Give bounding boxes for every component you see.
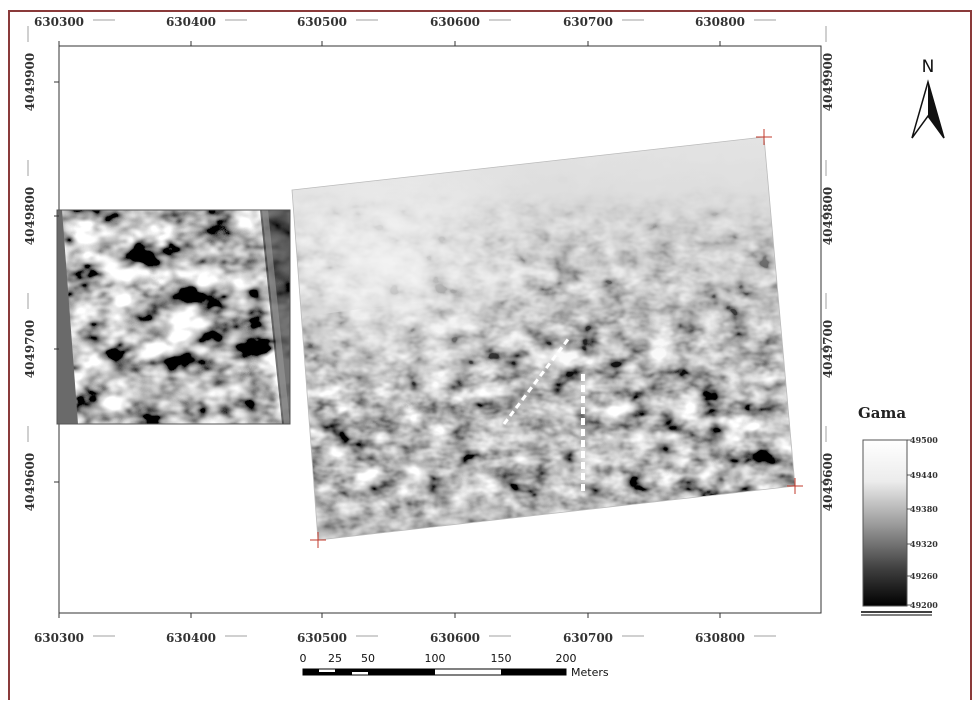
raster-right	[291, 136, 796, 541]
legend-label: 49380	[910, 504, 938, 514]
x-tick-label-bottom: 630600	[430, 631, 480, 645]
scale-segment	[368, 669, 435, 675]
x-tick-label-bottom: 630500	[297, 631, 347, 645]
scale-label: 200	[556, 652, 577, 665]
x-tick-label-top: 630500	[297, 15, 347, 29]
x-tick-label-bottom: 630800	[695, 631, 745, 645]
north-arrow: N	[911, 57, 945, 139]
x-tick-label-bottom: 630400	[166, 631, 216, 645]
corner-marker	[787, 478, 803, 494]
corner-marker	[756, 129, 772, 145]
scale-label: 100	[425, 652, 446, 665]
scale-label: 25	[328, 652, 342, 665]
x-tick-label-top: 630600	[430, 15, 480, 29]
scale-bar: 0 25 50 100 150 200 Meters	[300, 652, 609, 679]
scale-segment	[335, 669, 352, 675]
figure-frame	[8, 10, 972, 700]
x-tick-label-bottom: 630700	[563, 631, 613, 645]
raster-left	[56, 209, 291, 425]
y-tick-label-left: 4049900	[23, 53, 37, 111]
legend: Gama 49500 49440 49380 49320 49260 49200	[858, 404, 938, 616]
legend-colorbar	[862, 439, 908, 607]
legend-label: 49440	[910, 470, 938, 480]
scale-label: 50	[361, 652, 375, 665]
y-tick-label-left: 4049700	[23, 320, 37, 378]
dashed-line-diagonal	[502, 337, 571, 425]
legend-title: Gama	[858, 404, 906, 422]
y-tick-label-right: 4049700	[821, 320, 835, 378]
north-label: N	[922, 57, 935, 77]
scale-segment	[501, 669, 566, 675]
scale-unit: Meters	[571, 666, 609, 679]
x-tick-label-top: 630400	[166, 15, 216, 29]
x-tick-label-top: 630700	[563, 15, 613, 29]
legend-label: 49320	[910, 539, 938, 549]
x-tick-label-bottom: 630300	[34, 631, 84, 645]
scale-label: 0	[300, 652, 307, 665]
x-tick-label-top: 630800	[695, 15, 745, 29]
legend-label: 49200	[910, 600, 938, 610]
x-tick-label-top: 630300	[34, 15, 84, 29]
y-tick-label-right: 4049900	[821, 53, 835, 111]
legend-label: 49500	[910, 435, 938, 445]
y-tick-label-right: 4049600	[821, 453, 835, 511]
y-tick-label-left: 4049600	[23, 453, 37, 511]
corner-marker	[310, 532, 326, 548]
legend-label: 49260	[910, 571, 938, 581]
y-tick-label-left: 4049800	[23, 187, 37, 245]
scale-segment	[303, 669, 319, 675]
y-tick-label-right: 4049800	[821, 187, 835, 245]
scale-label: 150	[491, 652, 512, 665]
